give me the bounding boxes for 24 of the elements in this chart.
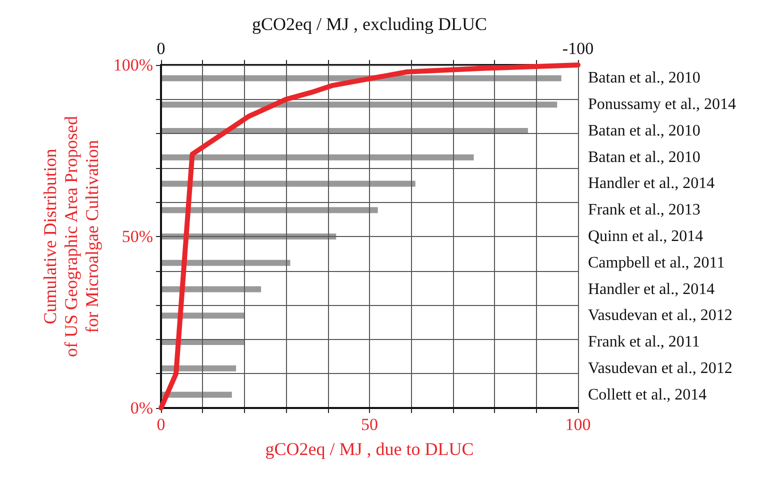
- y-tick-label: 50%: [122, 227, 153, 246]
- y-tick-label: 0%: [130, 398, 153, 418]
- y-tick-label: Frank et al., 2013: [588, 202, 700, 219]
- y-tick-label: Vasudevan et al., 2012: [588, 360, 732, 377]
- y-tick-label: Handler et al., 2014: [588, 175, 715, 192]
- y-tick-label: Frank et al., 2011: [588, 334, 700, 351]
- y-tick-label: Batan et al., 2010: [588, 122, 700, 140]
- x-tick-label: 0: [156, 415, 166, 434]
- y-tick-label: Collett et al., 2014: [588, 386, 707, 404]
- y-axis-title: Cumulative Distribution of US Geographic Area Proposed for Microalgae Cultivation: [40, 116, 102, 357]
- y-tick-label: Campbell et al., 2011: [588, 254, 725, 272]
- y-tick-label: Batan et al., 2010: [588, 148, 700, 166]
- y-tick-label: Quinn et al., 2014: [588, 228, 704, 245]
- x-tick-label: 100: [565, 415, 591, 434]
- x-tick-label: -100: [562, 39, 594, 58]
- x-axis-title: gCO2eq / MJ , excluding DLUC: [252, 14, 487, 34]
- y-tick-label: Ponussamy et al., 2014: [588, 96, 736, 114]
- y-tick-label: Batan et al., 2010: [588, 70, 700, 87]
- x-axis-title: gCO2eq / MJ , due to DLUC: [265, 439, 474, 459]
- y-tick-label: 100%: [113, 56, 153, 74]
- y-tick-label: Handler et al., 2014: [588, 280, 715, 298]
- x-tick-label: 0: [156, 39, 166, 58]
- y-tick-label: Vasudevan et al., 2012: [588, 307, 732, 324]
- x-tick-label: 50: [361, 415, 378, 434]
